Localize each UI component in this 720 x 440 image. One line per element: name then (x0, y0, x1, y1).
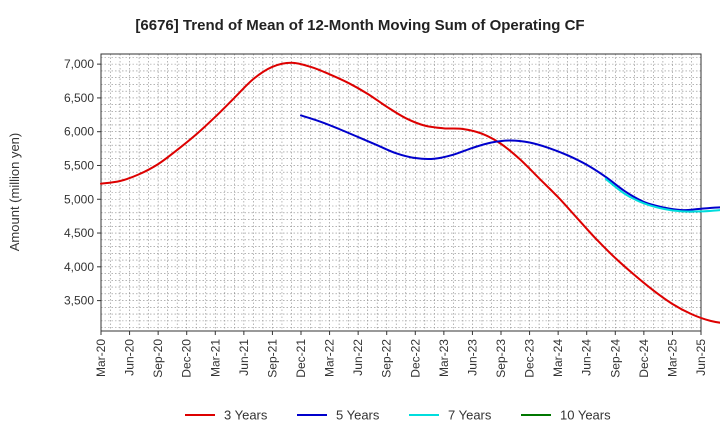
x-tick-label: Mar-23 (437, 339, 451, 377)
series-line-7-years (604, 177, 720, 213)
legend-label-5-years: 5 Years (336, 408, 380, 423)
legend-label-3-years: 3 Years (224, 408, 268, 423)
x-tick-label: Sep-20 (151, 339, 165, 378)
chart-title: [6676] Trend of Mean of 12-Month Moving … (135, 17, 584, 34)
y-tick-label: 6,000 (64, 125, 94, 139)
x-tick-label: Sep-22 (380, 339, 394, 378)
plot-frame (100, 53, 702, 332)
gridlines (100, 54, 702, 331)
x-tick-label: Dec-23 (523, 339, 537, 378)
x-tick-label: Sep-24 (608, 339, 622, 378)
x-tick-label: Mar-22 (323, 339, 337, 377)
x-tick-label: Jun-22 (351, 339, 365, 376)
y-tick-label: 5,500 (64, 158, 94, 172)
y-tick-label: 4,000 (64, 260, 94, 274)
x-tick-label: Dec-20 (180, 339, 194, 378)
legend-label-7-years: 7 Years (448, 408, 492, 423)
x-tick-label: Sep-21 (265, 339, 279, 378)
x-tick-label: Dec-22 (408, 339, 422, 378)
x-tick-label: Jun-20 (123, 339, 137, 376)
x-tick-label: Mar-25 (665, 339, 679, 377)
x-tick-label: Dec-24 (637, 339, 651, 378)
x-tick-label: Mar-24 (551, 339, 565, 377)
series-lines (100, 61, 720, 324)
y-tick-label: 6,500 (64, 91, 94, 105)
axes: 3,500 4,000 4,500 5,000 5,500 6,000 6,500 7,000… (64, 53, 708, 378)
x-tick-label: Sep-23 (494, 339, 508, 378)
y-tick-label: 5,000 (64, 192, 94, 206)
x-tick-label: Mar-21 (208, 339, 222, 377)
series-line-5-years (300, 114, 720, 212)
series-line-3-years (100, 61, 720, 324)
legend-label-10-years: 10 Years (560, 408, 611, 423)
x-tick-label: Jun-24 (580, 339, 594, 376)
x-tick-label: Dec-21 (294, 339, 308, 378)
x-tick-label: Mar-20 (94, 339, 108, 377)
x-tick-label: Jun-25 (694, 339, 708, 376)
y-tick-label: 7,000 (64, 57, 94, 71)
y-tick-label: 4,500 (64, 226, 94, 240)
y-tick-label: 3,500 (64, 294, 94, 308)
x-tick-label: Jun-23 (465, 339, 479, 376)
y-axis-label: Amount (million yen) (7, 133, 22, 252)
x-tick-label: Jun-21 (237, 339, 251, 376)
legend: 3 Years 5 Years 7 Years 10 Years (185, 408, 611, 423)
